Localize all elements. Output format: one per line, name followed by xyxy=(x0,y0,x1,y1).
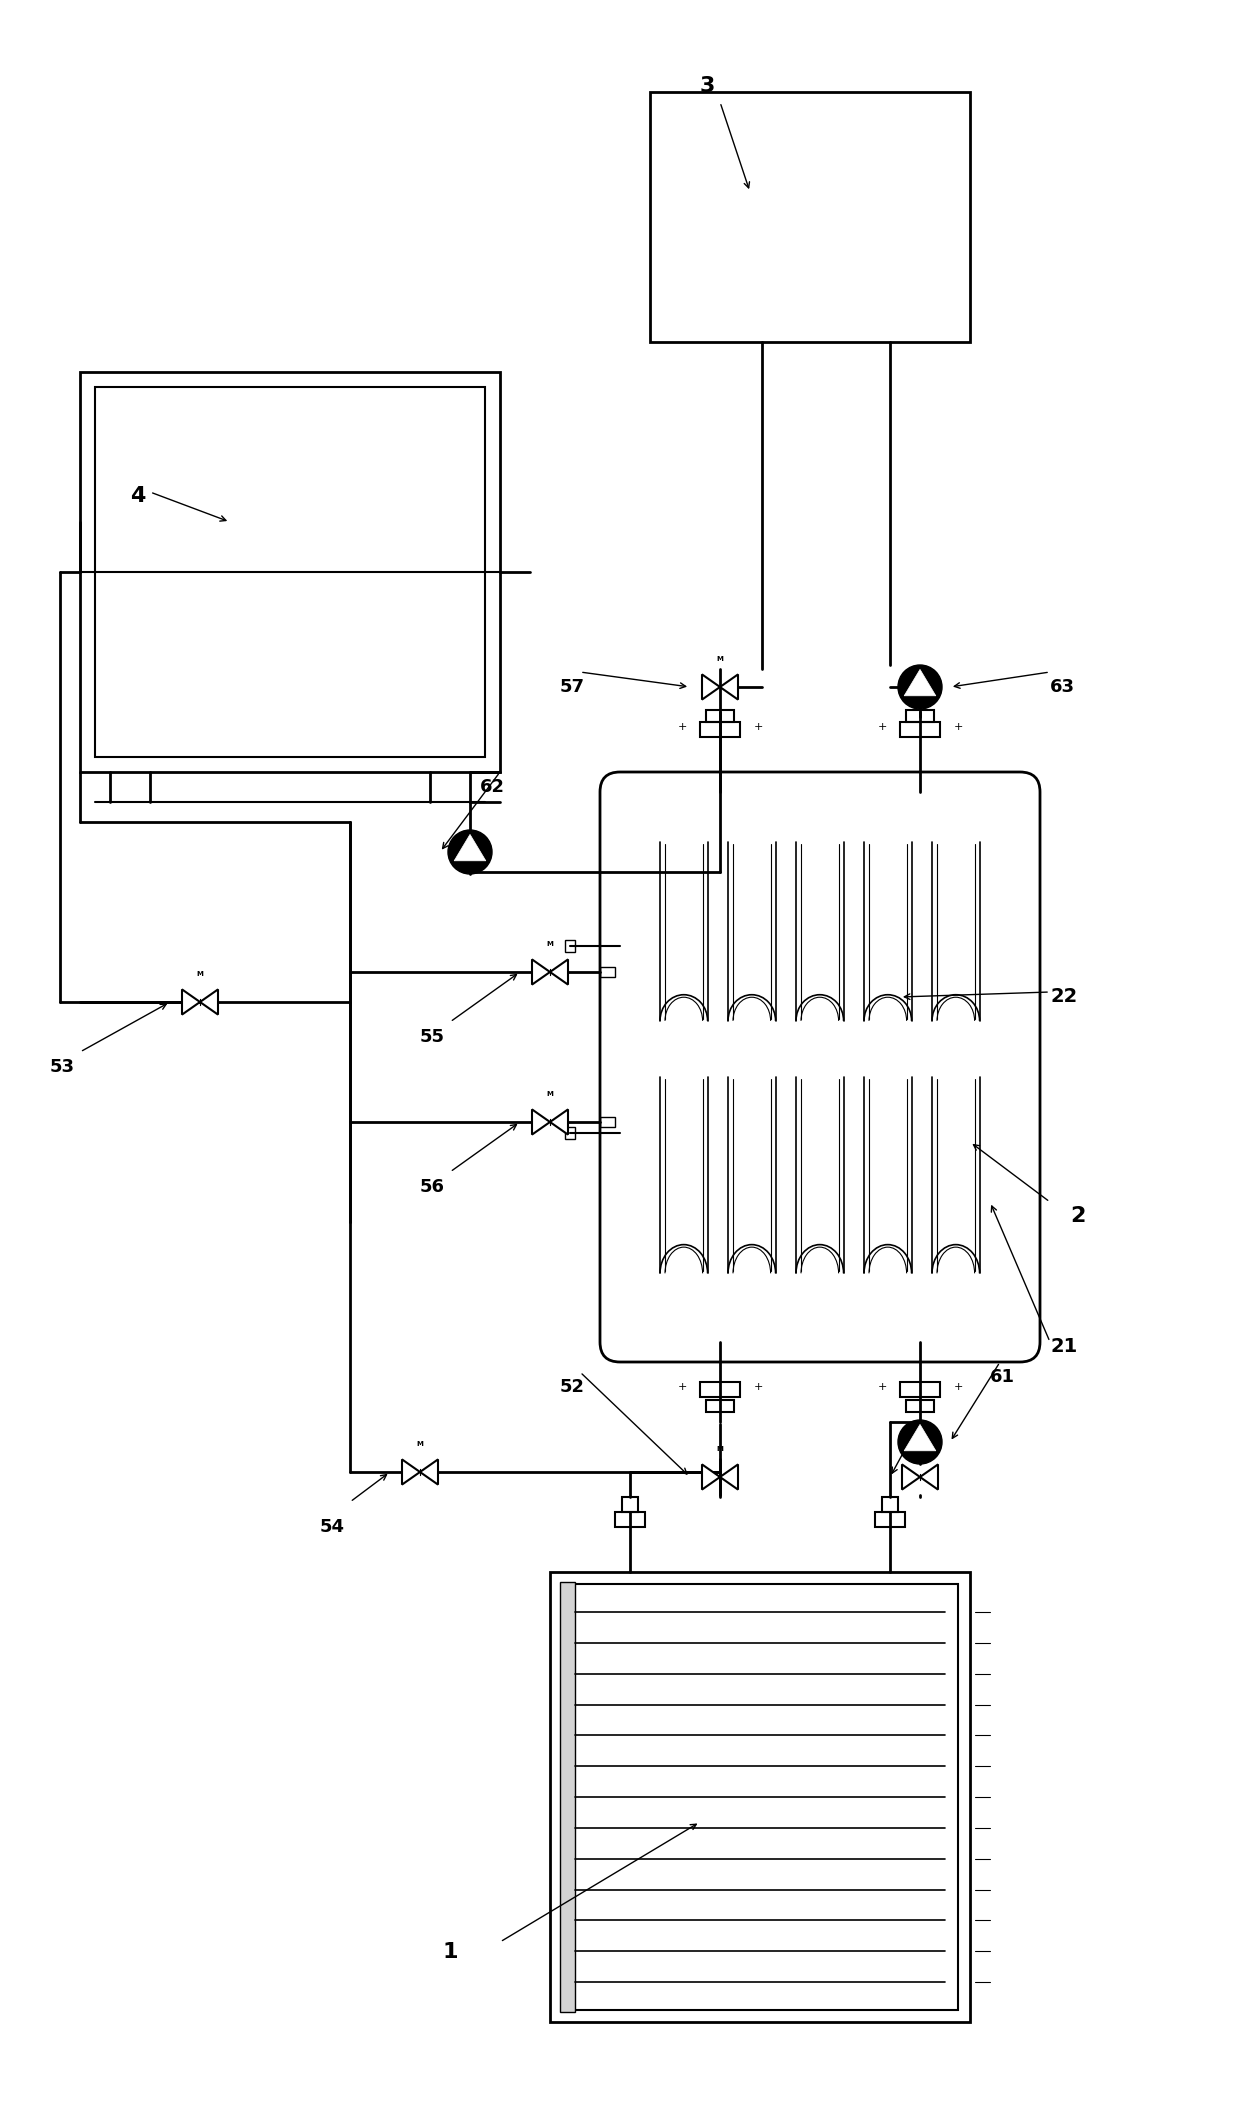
Text: 52: 52 xyxy=(560,1377,585,1396)
FancyBboxPatch shape xyxy=(600,772,1040,1362)
Bar xyxy=(650,91,970,342)
Text: +: + xyxy=(677,721,687,732)
Circle shape xyxy=(448,830,492,874)
Text: M: M xyxy=(916,1445,924,1451)
Polygon shape xyxy=(182,989,200,1014)
Text: +: + xyxy=(954,721,962,732)
Polygon shape xyxy=(901,1464,920,1490)
Bar xyxy=(565,1127,575,1140)
Bar xyxy=(900,721,940,736)
Bar xyxy=(551,1572,970,2022)
Polygon shape xyxy=(551,1110,568,1135)
Text: 22: 22 xyxy=(1050,987,1078,1006)
Text: 2: 2 xyxy=(1070,1205,1085,1227)
Bar xyxy=(906,1401,934,1411)
Text: 57: 57 xyxy=(560,679,585,696)
Bar xyxy=(600,1116,615,1127)
Polygon shape xyxy=(454,834,486,862)
Bar xyxy=(906,711,934,721)
Polygon shape xyxy=(904,668,936,696)
Polygon shape xyxy=(200,989,218,1014)
Text: M: M xyxy=(547,940,553,946)
Bar xyxy=(900,1381,940,1396)
Text: +: + xyxy=(954,1381,962,1392)
Text: 61: 61 xyxy=(990,1369,1016,1386)
Polygon shape xyxy=(702,1464,720,1490)
Text: 4: 4 xyxy=(130,486,145,505)
Polygon shape xyxy=(551,959,568,985)
Text: +: + xyxy=(878,721,887,732)
Polygon shape xyxy=(402,1460,420,1485)
Bar xyxy=(81,371,500,772)
Text: +: + xyxy=(677,1381,687,1392)
Polygon shape xyxy=(532,959,551,985)
Text: 21: 21 xyxy=(1050,1337,1078,1356)
Text: 51: 51 xyxy=(900,1428,925,1445)
Text: 63: 63 xyxy=(1050,679,1075,696)
Bar xyxy=(701,721,740,736)
Text: M: M xyxy=(717,1445,723,1451)
Bar xyxy=(706,1401,734,1411)
Polygon shape xyxy=(702,675,720,700)
Polygon shape xyxy=(720,1464,738,1490)
Bar xyxy=(882,1496,898,1513)
Circle shape xyxy=(898,664,942,709)
Circle shape xyxy=(898,1420,942,1464)
Bar xyxy=(615,1513,645,1528)
Bar xyxy=(95,386,485,758)
Bar xyxy=(565,940,575,953)
Text: 53: 53 xyxy=(50,1059,74,1076)
Polygon shape xyxy=(720,675,738,700)
Bar xyxy=(701,1381,740,1396)
Text: +: + xyxy=(754,721,763,732)
Text: 62: 62 xyxy=(480,779,505,796)
Polygon shape xyxy=(532,1110,551,1135)
Text: M: M xyxy=(717,656,723,662)
Polygon shape xyxy=(904,1424,936,1451)
Text: 56: 56 xyxy=(420,1178,445,1197)
Text: 54: 54 xyxy=(320,1517,345,1536)
Text: +: + xyxy=(878,1381,887,1392)
Text: 3: 3 xyxy=(701,76,715,95)
Bar xyxy=(706,711,734,721)
Bar xyxy=(875,1513,905,1528)
Bar xyxy=(560,1583,575,2012)
Text: M: M xyxy=(197,970,203,976)
Text: +: + xyxy=(754,1381,763,1392)
Text: M: M xyxy=(417,1441,423,1447)
Polygon shape xyxy=(420,1460,438,1485)
Polygon shape xyxy=(920,1464,937,1490)
Text: M: M xyxy=(547,1091,553,1097)
Text: 1: 1 xyxy=(443,1942,458,1963)
Bar xyxy=(600,968,615,976)
Text: 55: 55 xyxy=(420,1027,445,1046)
Bar xyxy=(622,1496,639,1513)
Bar xyxy=(562,1583,959,2010)
